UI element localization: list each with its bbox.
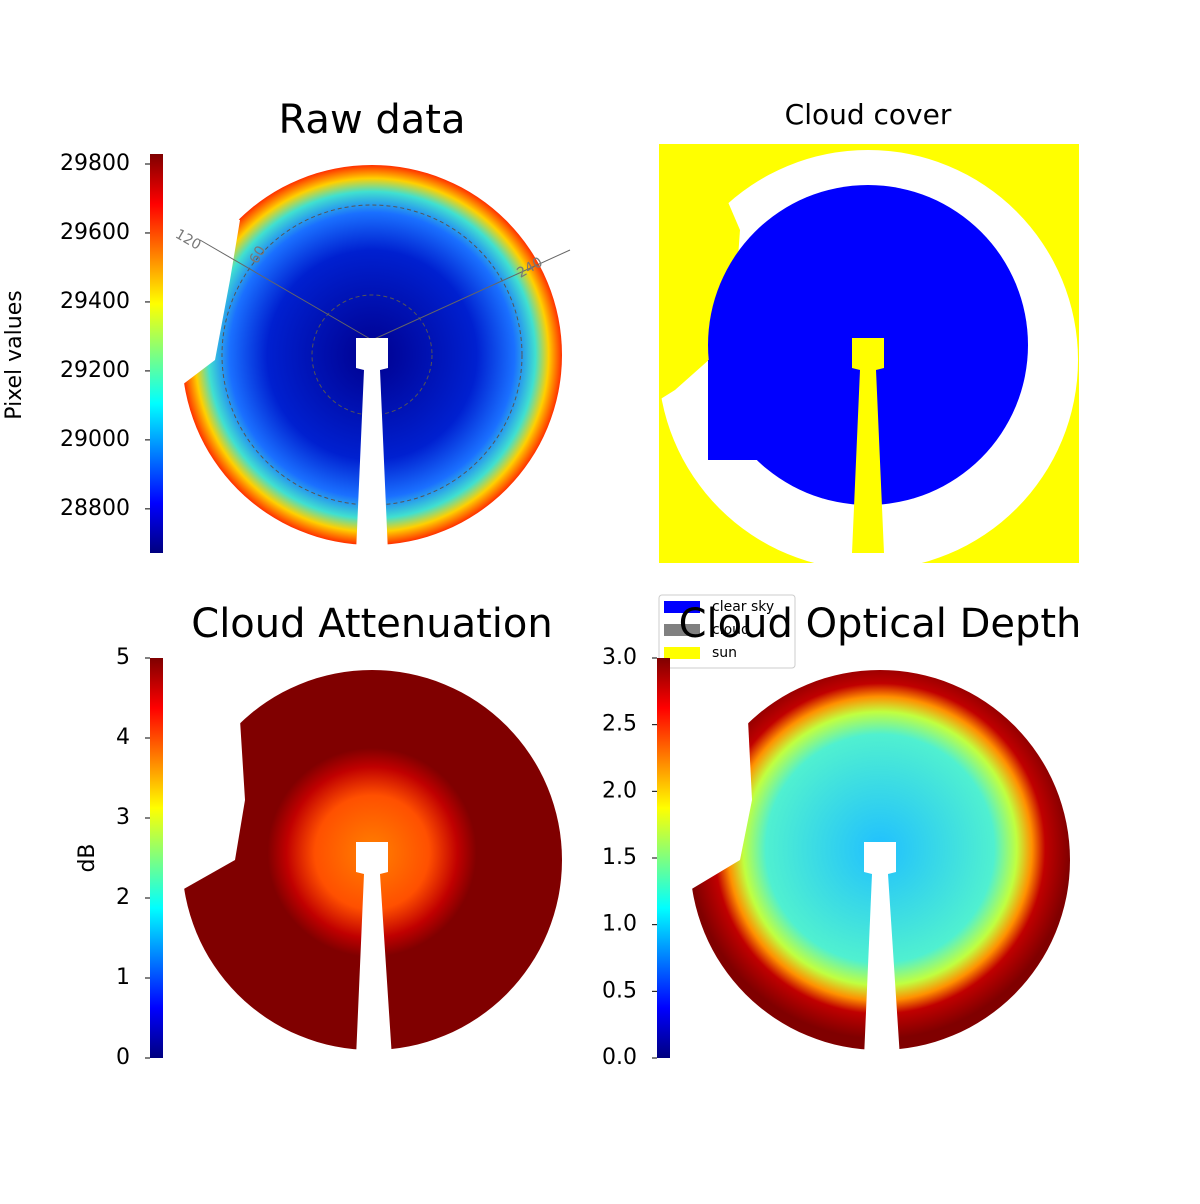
- y-tick-label: 5: [116, 645, 130, 670]
- y-tick-label: 3: [116, 805, 130, 830]
- y-tick-label: 29400: [60, 289, 130, 314]
- y-tick-label: 0.5: [602, 978, 637, 1003]
- y-tick-label: 1.5: [602, 845, 637, 870]
- legend-label: cloud: [712, 622, 750, 638]
- legend-swatch: [664, 601, 700, 613]
- polar-label: 60: [247, 243, 270, 266]
- optical-depth-image: [690, 670, 1070, 1058]
- colorbar: [150, 154, 163, 553]
- y-tick-label: 0.0: [602, 1045, 637, 1070]
- y-tick-label: 28800: [60, 496, 130, 521]
- y-tick-label: 29600: [60, 220, 130, 245]
- y-tick-label: 29200: [60, 358, 130, 383]
- y-tick-label: 29000: [60, 427, 130, 452]
- y-tick-label: 1.0: [602, 912, 637, 937]
- colorbar: [657, 658, 670, 1058]
- y-tick-label: 29800: [60, 151, 130, 176]
- y-tick-label: 4: [116, 725, 130, 750]
- legend-label: sun: [712, 645, 737, 661]
- legend-label: clear sky: [712, 599, 774, 615]
- panel-title: Cloud Optical Depth: [679, 601, 1082, 647]
- attenuation-image: [182, 670, 562, 1058]
- y-tick-label: 2.0: [602, 778, 637, 803]
- y-tick-label: 1: [116, 965, 130, 990]
- panel-title: Cloud cover: [785, 98, 952, 131]
- legend-swatch: [664, 647, 700, 659]
- panel-title: Cloud Attenuation: [191, 601, 552, 647]
- y-tick-label: 3.0: [602, 645, 637, 670]
- raw-image: [182, 165, 571, 553]
- y-tick-label: 0: [116, 1045, 130, 1070]
- legend-swatch: [664, 624, 700, 636]
- cloud-cover-image: [658, 144, 1079, 570]
- y-tick-label: 2: [116, 885, 130, 910]
- colorbar: [150, 658, 163, 1058]
- colorbar-label: dB: [75, 843, 100, 872]
- panel-title: Raw data: [279, 97, 466, 143]
- y-tick-label: 2.5: [602, 712, 637, 737]
- colorbar-label: Pixel values: [2, 290, 27, 419]
